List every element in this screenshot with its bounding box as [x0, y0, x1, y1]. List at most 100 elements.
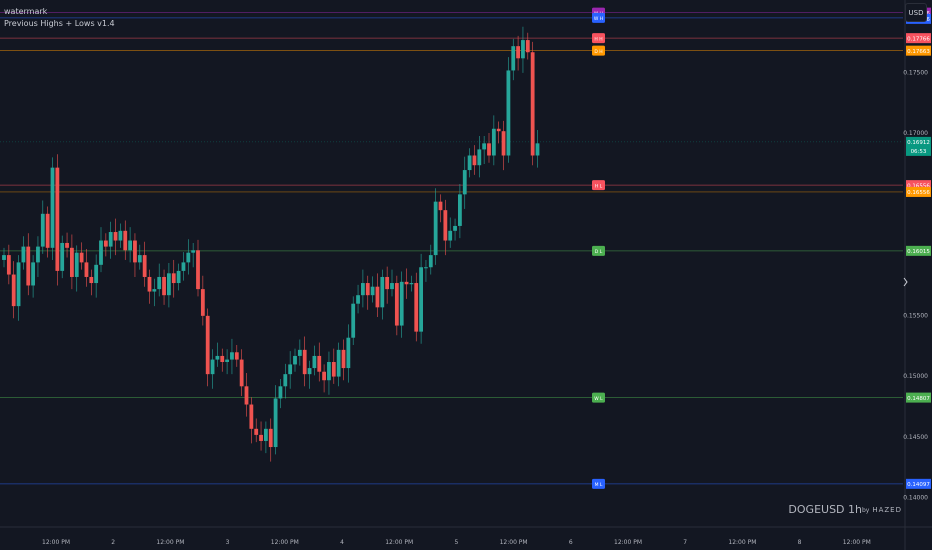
candle-body: [424, 267, 428, 269]
candle: [152, 278, 157, 307]
level-tag-badge: [592, 392, 605, 403]
candle-body: [375, 286, 380, 308]
candle: [351, 296, 356, 345]
candle-body: [40, 213, 45, 247]
candle-body: [409, 283, 414, 285]
price-badge: [906, 136, 931, 156]
price-badge-text: 0.16015: [907, 249, 930, 255]
candle-body: [244, 386, 249, 405]
candle: [365, 275, 370, 310]
currency-button[interactable]: USD: [905, 3, 927, 22]
x-tick-label: 12:00 PM: [614, 539, 642, 546]
x-tick-label: 5: [454, 539, 458, 546]
price-badge-text: 0.16912: [907, 140, 930, 146]
candle: [234, 344, 239, 367]
price-badge-text: 0.16556: [907, 183, 930, 189]
candle-body: [123, 230, 128, 251]
candle-body: [404, 281, 409, 285]
candle-body: [70, 247, 74, 277]
candle-body: [385, 276, 390, 290]
y-tick-label: 0.17000: [903, 130, 928, 137]
candle-body: [307, 368, 312, 375]
candle: [205, 308, 210, 387]
candle: [472, 145, 477, 175]
candle-body: [341, 349, 346, 369]
price-badge-text: 0.14807: [907, 396, 930, 402]
level-tag-text: M L: [595, 482, 603, 488]
price-badge: [906, 180, 931, 191]
candle: [108, 221, 113, 259]
candle: [506, 57, 511, 163]
author-name: HAZED: [872, 506, 902, 514]
candle-body: [210, 359, 215, 375]
candle: [361, 269, 365, 308]
candle: [491, 115, 496, 166]
author-prefix: by: [861, 507, 870, 514]
candle: [525, 32, 530, 60]
candle-body: [36, 246, 40, 263]
candle-body: [331, 362, 336, 377]
candle-body: [84, 262, 89, 277]
candle-body: [448, 230, 453, 241]
level-tag-badge: [592, 33, 605, 44]
candle: [225, 349, 229, 375]
candle: [99, 227, 103, 273]
candle-body: [94, 264, 99, 284]
candle-body: [157, 276, 162, 290]
candle: [307, 360, 312, 389]
candle: [220, 348, 225, 372]
candle-body: [89, 276, 94, 284]
candle-body: [525, 40, 530, 53]
candle-body: [283, 374, 288, 387]
candle-body: [167, 273, 171, 296]
candle: [385, 266, 390, 304]
candle: [283, 363, 288, 399]
candle: [453, 218, 457, 241]
candle: [293, 348, 297, 372]
candle-body: [491, 128, 496, 156]
candle-body: [196, 250, 200, 290]
price-badge: [906, 245, 931, 256]
candle: [70, 234, 74, 290]
candle-body: [191, 250, 196, 253]
price-badge: [906, 392, 931, 403]
candle-body: [45, 213, 50, 248]
candle: [264, 421, 268, 454]
price-badge-text: 0.17663: [907, 49, 930, 55]
candle: [278, 379, 283, 409]
candle: [249, 397, 254, 444]
x-tick-label: 12:00 PM: [728, 539, 756, 546]
legend-indicator-name[interactable]: Previous Highs + Lows v1.4: [4, 19, 115, 28]
candle-body: [501, 131, 506, 156]
candle-body: [230, 352, 234, 360]
candle-body: [472, 155, 477, 166]
candle: [288, 351, 293, 389]
candle-body: [249, 404, 254, 429]
candle: [477, 136, 482, 178]
x-tick-label: 12:00 PM: [385, 539, 413, 546]
candle-body: [133, 240, 137, 263]
level-tag-badge: [592, 478, 605, 489]
level-tag-text: D L: [595, 249, 603, 255]
candle: [196, 239, 200, 297]
price-badge: [906, 186, 931, 197]
y-tick-label: 0.15500: [903, 312, 928, 319]
price-badge: [906, 45, 931, 56]
candle: [50, 157, 55, 260]
candle-body: [137, 255, 142, 263]
candle: [157, 263, 162, 297]
candle: [327, 351, 331, 395]
x-tick-label: 12:00 PM: [271, 539, 299, 546]
x-tick-label: 8: [798, 539, 802, 546]
candle-body: [506, 70, 511, 156]
candle: [113, 218, 118, 256]
candle: [399, 271, 404, 338]
candle: [133, 233, 137, 277]
candle-body: [31, 262, 35, 286]
candle-body: [55, 167, 60, 271]
candle-body: [428, 255, 433, 268]
author-watermark: by HAZED: [862, 506, 902, 514]
candle: [356, 284, 360, 314]
candle: [31, 255, 35, 298]
